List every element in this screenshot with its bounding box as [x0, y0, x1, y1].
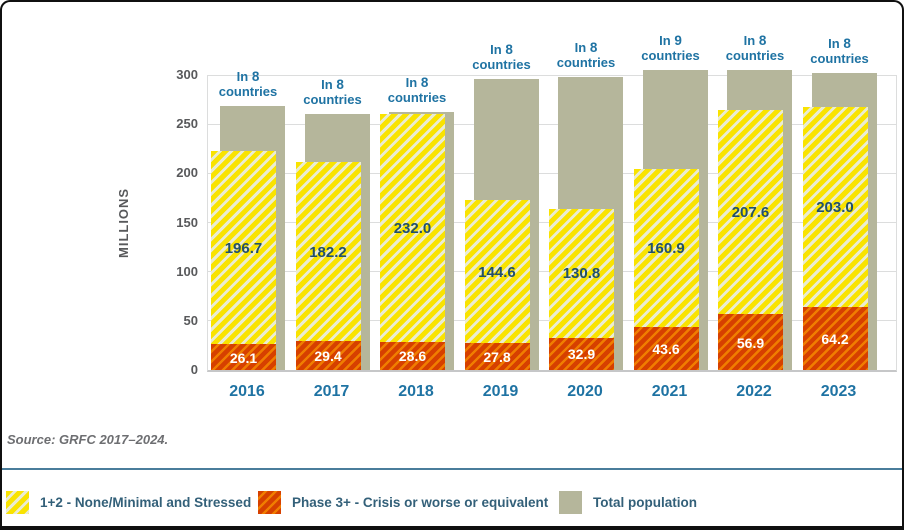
year-label-2018: 2018: [398, 383, 434, 400]
phase3-value-label-2018: 28.6: [398, 348, 427, 365]
countries-annotation-2022: In 8 countries: [725, 33, 785, 64]
legend-label-phase3: Phase 3+ - Crisis or worse or equivalent: [292, 494, 549, 510]
total-population-swatch: [559, 490, 582, 514]
phase3-value-label-2022: 56.9: [736, 334, 765, 351]
legend-item-phase3: Phase 3+ - Crisis or worse or equivalent: [258, 490, 548, 514]
year-label-2017: 2017: [313, 383, 350, 400]
phase3-bar-2023: [802, 306, 868, 370]
phase12-value-label-2020: 130.8: [562, 265, 601, 283]
y-tick-label-250: 250: [176, 116, 198, 132]
phase3-bar-2016: [211, 344, 276, 370]
y-tick-label-200: 200: [176, 165, 198, 181]
source-note: Source: GRFC 2017–2024.: [7, 432, 169, 447]
phase12-bar-2023: [802, 107, 868, 307]
phase3-bar-2021: [633, 327, 699, 370]
bar-group-2020: 130.8 32.9: [549, 75, 623, 370]
plot-area: 196.7 26.1 In 8 countries 182.2 29.4 In 8 count…: [207, 33, 897, 372]
bar-group-2019: 144.6 27.8: [464, 75, 539, 370]
countries-annotation-2021: In 9 countries: [641, 33, 700, 64]
phase12-value-label-2016: 196.7: [224, 239, 263, 257]
phase12-value-label-2021: 160.9: [647, 240, 685, 258]
phase3-value-label-2023: 64.2: [821, 330, 849, 347]
phase12-value-label-2023: 203.0: [816, 199, 854, 217]
legend-label-total-population: Total population: [593, 494, 697, 510]
phase12-bar-2019: [464, 200, 530, 343]
phase12-bar-2018: [380, 113, 445, 342]
bar-group-2017: 182.2 29.4: [295, 75, 370, 370]
legend-item-phase12: 1+2 - None/Minimal and Stressed: [6, 490, 251, 514]
legend-item-total-population: Total population: [559, 490, 697, 514]
phase3-bar-2020: [549, 337, 614, 370]
year-label-2023: 2023: [820, 383, 857, 400]
y-tick-label-300: 300: [176, 67, 198, 82]
bar-group-2021: 160.9 43.6: [633, 70, 708, 370]
gridline-300: [208, 74, 896, 76]
gridline-250: [208, 123, 896, 125]
y-tick-label-100: 100: [176, 263, 198, 279]
phase12-value-label-2022: 207.6: [731, 203, 770, 221]
y-tick-label-150: 150: [176, 214, 198, 230]
year-label-2016: 2016: [229, 383, 265, 400]
countries-annotation-2016: In 8 countries: [218, 69, 278, 100]
countries-annotation-2018: In 8 countries: [387, 75, 447, 106]
phase3-value-label-2019: 27.8: [483, 348, 511, 365]
phase12-bar-2020: [549, 209, 614, 338]
countries-annotation-2017: In 8 countries: [303, 77, 362, 108]
countries-annotation-2020: In 8 countries: [556, 39, 616, 70]
phase12-value-label-2017: 182.2: [309, 243, 347, 261]
y-tick-label-50: 50: [183, 312, 198, 328]
phase12-value-label-2018: 232.0: [393, 219, 432, 237]
phase12-hatch-swatch: [6, 490, 29, 514]
phase3-value-label-2016: 26.1: [229, 349, 258, 366]
phase12-bar-2022: [718, 109, 783, 315]
year-label-2021: 2021: [651, 383, 688, 400]
phase3-bar-2019: [464, 342, 530, 370]
phase12-bar-2017: [295, 161, 361, 342]
y-axis-title: MILLIONS: [116, 187, 131, 258]
legend-label-phase12: 1+2 - None/Minimal and Stressed: [40, 494, 252, 510]
bar-group-2022: 207.6 56.9: [718, 70, 792, 370]
countries-annotation-2019: In 8 countries: [472, 41, 531, 72]
phase3-bar-2018: [380, 341, 445, 370]
y-tick-label-0: 0: [190, 362, 198, 377]
gridline-200: [208, 172, 896, 174]
countries-annotation-2023: In 8 countries: [810, 36, 869, 67]
bar-group-2018: 232.0 28.6: [380, 75, 454, 370]
phase3-value-label-2020: 32.9: [567, 346, 596, 363]
phase12-value-label-2019: 144.6: [478, 263, 516, 281]
phase3-value-label-2021: 43.6: [652, 341, 680, 358]
phase3-value-label-2017: 29.4: [314, 348, 342, 365]
year-label-2020: 2020: [567, 383, 603, 400]
bar-group-2023: 203.0 64.2: [802, 73, 877, 370]
phase12-bar-2021: [633, 168, 699, 328]
phase3-bar-2017: [295, 341, 361, 370]
phase3-hatch-swatch: [258, 490, 281, 514]
bar-group-2016: 196.7 26.1: [211, 75, 285, 370]
year-label-2022: 2022: [736, 383, 772, 400]
phase12-bar-2016: [211, 150, 276, 345]
phase3-bar-2022: [718, 314, 783, 370]
separator-line: [2, 468, 902, 470]
year-label-2019: 2019: [482, 383, 519, 400]
